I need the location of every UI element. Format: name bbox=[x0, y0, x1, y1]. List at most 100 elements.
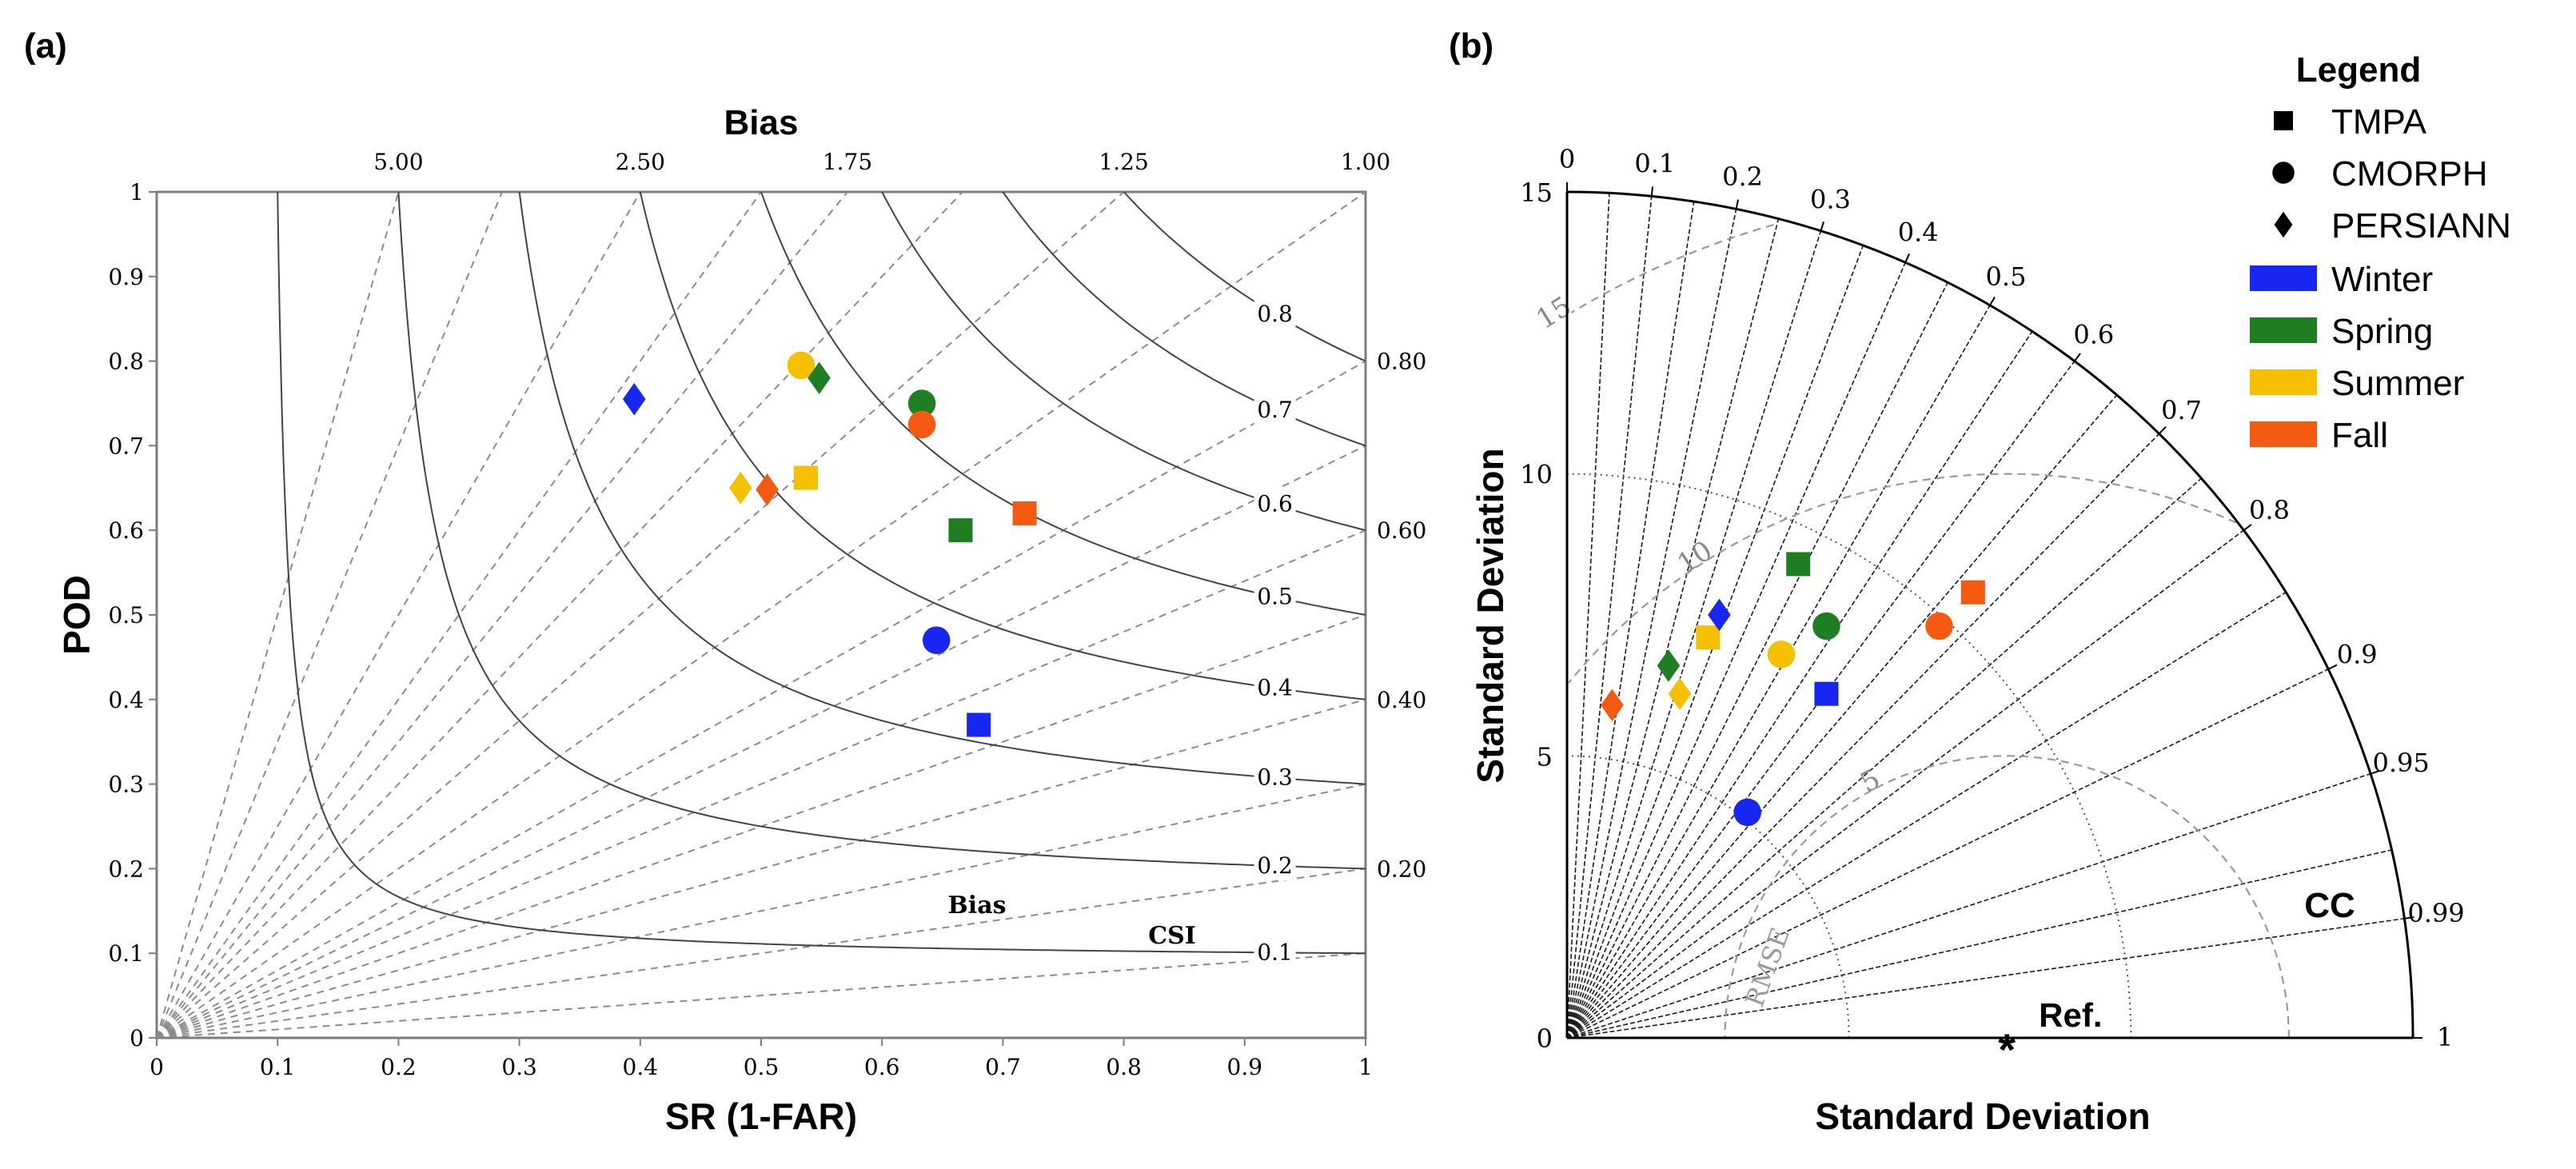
csi-label-bg bbox=[1254, 297, 1296, 329]
csi-line bbox=[1002, 192, 1366, 447]
csi-label-bg bbox=[1254, 581, 1296, 612]
y-tick-label: 0.3 bbox=[108, 772, 144, 798]
y-tick-label: 0.4 bbox=[108, 687, 144, 713]
bias-line bbox=[157, 192, 503, 1038]
x-tick-label: 0 bbox=[150, 1054, 164, 1080]
legend-winter-label: Winter bbox=[2331, 260, 2433, 299]
cc-label: CC bbox=[2304, 886, 2355, 925]
panel-a-label: (a) bbox=[24, 26, 67, 66]
bias-tick-label: 0.40 bbox=[1377, 687, 1426, 713]
cc-line bbox=[1566, 218, 1780, 1039]
csi-tick-label: 0.7 bbox=[1257, 397, 1293, 423]
legend: Legend TMPA CMORPH PERSIANN Winter Spring Su… bbox=[2250, 50, 2511, 455]
cc-tick bbox=[1650, 186, 1653, 197]
bias-tick-label: 0.20 bbox=[1377, 856, 1426, 882]
cc-tick-label: 0.6 bbox=[2073, 320, 2114, 350]
x-tick-label: 0.6 bbox=[864, 1054, 900, 1080]
cc-line bbox=[1566, 361, 2076, 1039]
taylor-point-cmorph-fall bbox=[1925, 612, 1953, 640]
cc-tick-label: 0.99 bbox=[2407, 898, 2464, 928]
csi-tick-label: 0.1 bbox=[1257, 939, 1293, 965]
std-tick-label: 15 bbox=[1520, 178, 1553, 208]
csi-label-bg bbox=[1254, 672, 1296, 703]
cc-line bbox=[1566, 772, 2371, 1039]
bias-line bbox=[157, 445, 1366, 1038]
csi-line bbox=[277, 192, 1366, 955]
point-tmpa-summer bbox=[793, 465, 818, 490]
taylor-point-persiann-winter bbox=[1708, 598, 1731, 632]
taylor-x-axis-title: Standard Deviation bbox=[1815, 1095, 2150, 1137]
cc-line bbox=[1566, 330, 2033, 1039]
rmse-label: 10 bbox=[1672, 535, 1718, 581]
taylor-point-cmorph-summer bbox=[1767, 640, 1796, 668]
taylor-point-tmpa-fall bbox=[1960, 580, 1985, 604]
point-persiann-spring bbox=[807, 361, 831, 395]
y-tick-label: 0.2 bbox=[108, 856, 144, 882]
taylor-point-tmpa-spring bbox=[1786, 552, 1811, 577]
x-tick-label: 0.9 bbox=[1227, 1054, 1263, 1080]
cc-tick-label: 0 bbox=[1559, 144, 1575, 174]
cc-line bbox=[1566, 529, 2244, 1039]
bias-line bbox=[157, 192, 1366, 1038]
cc-line bbox=[1566, 394, 2118, 1039]
csi-label-bg bbox=[1254, 761, 1296, 792]
csi-tick-label: 0.4 bbox=[1257, 675, 1293, 701]
cc-tick bbox=[2158, 426, 2167, 435]
x-tick-label: 0.8 bbox=[1106, 1054, 1142, 1080]
legend-tmpa-label: TMPA bbox=[2331, 102, 2427, 142]
csi-line bbox=[518, 192, 1366, 785]
bias-line bbox=[157, 192, 1125, 1038]
cc-line bbox=[1566, 193, 1610, 1039]
bias-tick-label: 0.60 bbox=[1377, 517, 1426, 544]
cc-line bbox=[1566, 245, 1864, 1039]
cc-tick bbox=[2074, 353, 2081, 362]
cc-tick bbox=[1904, 253, 1910, 263]
x-tick-label: 0.2 bbox=[381, 1054, 417, 1080]
bias-line bbox=[157, 952, 1366, 1038]
x-tick-label: 0.7 bbox=[985, 1054, 1021, 1080]
taylor-point-tmpa-winter bbox=[1814, 681, 1839, 706]
y-tick-label: 0.8 bbox=[108, 349, 144, 375]
cc-line bbox=[1566, 591, 2287, 1039]
point-persiann-fall bbox=[756, 473, 779, 506]
y-tick-label: 0.6 bbox=[108, 517, 144, 544]
point-tmpa-spring bbox=[948, 518, 973, 543]
cc-line bbox=[1566, 477, 2203, 1039]
std-arc bbox=[1566, 473, 2132, 1039]
cc-tick bbox=[2327, 664, 2338, 670]
csi-label-bg bbox=[1254, 936, 1296, 968]
bias-annotation: Bias bbox=[947, 892, 1006, 920]
y-tick-label: 1 bbox=[130, 179, 144, 205]
bias-tick-label: 5.00 bbox=[373, 149, 423, 175]
csi-tick-label: 0.3 bbox=[1257, 764, 1293, 791]
csi-annotation: CSI bbox=[1148, 922, 1196, 950]
cc-tick-label: 0.7 bbox=[2161, 395, 2202, 425]
rmse-arc bbox=[1570, 223, 1774, 314]
cc-tick bbox=[2404, 916, 2415, 920]
point-tmpa-winter bbox=[967, 712, 991, 737]
y-tick-label: 0.1 bbox=[108, 940, 144, 967]
taylor-point-persiann-summer bbox=[1668, 677, 1692, 710]
cc-tick bbox=[2370, 769, 2380, 775]
x-axis-title: SR (1-FAR) bbox=[665, 1095, 857, 1137]
point-cmorph-spring bbox=[907, 389, 936, 417]
legend-cmorph-label: CMORPH bbox=[2331, 154, 2488, 194]
legend-tmpa-marker bbox=[2274, 111, 2293, 130]
x-tick-label: 1 bbox=[1358, 1054, 1373, 1080]
bias-line bbox=[157, 192, 400, 1038]
bias-line bbox=[157, 192, 848, 1038]
csi-tick-label: 0.8 bbox=[1257, 301, 1293, 327]
bias-tick-label: 1.00 bbox=[1341, 149, 1390, 175]
bias-tick-label: 2.50 bbox=[616, 149, 665, 175]
point-cmorph-fall bbox=[907, 410, 936, 439]
std-tick-label: 5 bbox=[1537, 741, 1553, 772]
csi-label-bg bbox=[1254, 849, 1296, 880]
legend-title: Legend bbox=[2296, 50, 2421, 90]
csi-line bbox=[760, 192, 1366, 616]
bias-tick-label: 1.25 bbox=[1099, 149, 1148, 175]
y-tick-label: 0.9 bbox=[108, 264, 144, 290]
csi-line bbox=[639, 192, 1366, 700]
bias-line bbox=[157, 192, 762, 1038]
taylor-y-axis-title: Standard Deviation bbox=[1469, 448, 1511, 783]
x-tick-label: 0.3 bbox=[501, 1054, 537, 1080]
